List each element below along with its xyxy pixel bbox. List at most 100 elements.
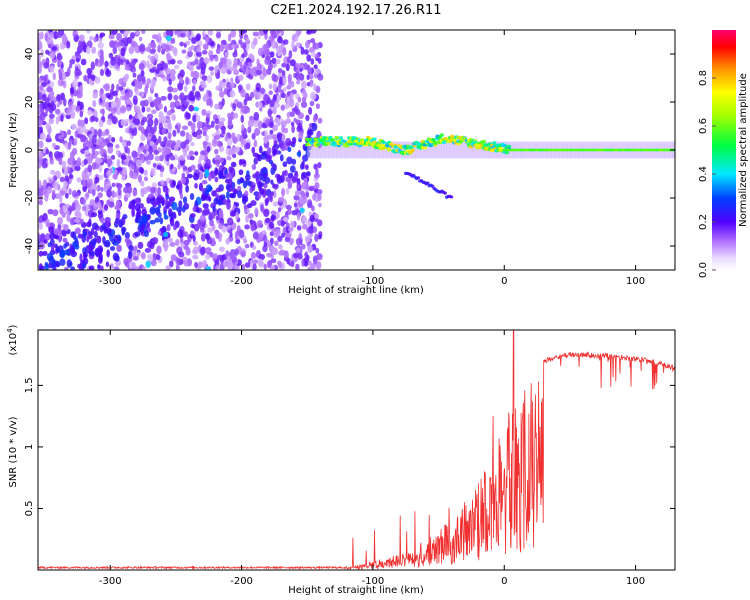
heatmap-cell: [167, 132, 172, 140]
heatmap-cell: [62, 237, 68, 243]
heatmap-cell: [130, 66, 137, 73]
heatmap-cell: [277, 36, 283, 44]
heatmap-cell: [271, 134, 278, 140]
heatmap-cell: [240, 105, 247, 114]
heatmap-cell: [190, 164, 196, 171]
heatmap-cell: [185, 247, 191, 256]
heatmap-cell: [68, 173, 74, 179]
heatmap-cell: [274, 183, 278, 190]
heatmap-cell: [83, 158, 88, 166]
heatmap-cell: [263, 241, 268, 247]
heatmap-cell: [210, 70, 215, 76]
heatmap-cell: [272, 106, 277, 115]
heatmap-cell: [285, 118, 292, 124]
snr-y-axis-label: SNR (10 * v/v): [8, 416, 19, 487]
heatmap-cell: [124, 231, 130, 239]
heatmap-cell: [156, 164, 162, 170]
heatmap-cell: [326, 141, 331, 146]
heatmap-cell: [315, 143, 320, 147]
heatmap-cell: [38, 67, 42, 74]
heatmap-cell: [204, 169, 210, 178]
heatmap-cell: [290, 81, 295, 88]
heatmap-cell: [296, 212, 301, 221]
heatmap-cell: [150, 126, 155, 135]
heatmap-cell: [76, 58, 80, 63]
heatmap-cell: [107, 170, 112, 176]
heatmap-cell: [115, 217, 119, 224]
heatmap-cell: [135, 159, 143, 168]
heatmap-cell: [39, 132, 46, 141]
heatmap-cell: [48, 43, 52, 49]
heatmap-cell: [124, 65, 131, 71]
heatmap-cell: [255, 69, 262, 76]
heatmap-cell: [205, 117, 210, 125]
heatmap-cell: [192, 115, 197, 123]
heatmap-cell: [302, 154, 309, 162]
svg-text:(x104): (x104): [6, 324, 19, 355]
heatmap-cell: [165, 35, 172, 42]
heatmap-cell: [163, 136, 168, 143]
heatmap-cell: [56, 54, 63, 61]
heatmap-cell: [201, 75, 208, 82]
heatmap-cell: [328, 141, 332, 159]
heatmap-cell: [42, 212, 48, 222]
heatmap-cell: [210, 41, 215, 47]
heatmap-cell: [274, 240, 279, 247]
heatmap-cell: [467, 141, 471, 159]
heatmap-cell: [282, 39, 289, 45]
heatmap-cell: [316, 188, 323, 195]
heatmap-cell: [349, 141, 353, 159]
heatmap-cell: [289, 59, 296, 67]
heatmap-cell: [182, 196, 188, 204]
heatmap-cell: [154, 155, 161, 161]
heatmap-cell: [193, 223, 200, 232]
heatmap-cell: [341, 141, 345, 159]
heatmap-cell: [154, 206, 161, 215]
heatmap-cell: [439, 133, 444, 137]
heatmap-marks: [38, 30, 675, 270]
heatmap-cell: [270, 258, 277, 264]
heatmap-cell: [124, 237, 131, 244]
heatmap-cell: [393, 145, 398, 149]
heatmap-cell: [313, 42, 320, 50]
heatmap-cell: [151, 134, 157, 143]
heatmap-cell: [184, 139, 190, 145]
heatmap-cell: [78, 39, 84, 48]
heatmap-cell: [470, 141, 474, 159]
heatmap-cell: [166, 30, 173, 36]
heatmap-cell: [289, 220, 295, 228]
heatmap-cell: [131, 261, 136, 269]
heatmap-cell: [264, 217, 271, 224]
heatmap-cell: [229, 192, 234, 199]
heatmap-cell: [472, 141, 476, 159]
heatmap-cell: [230, 39, 237, 46]
heatmap-cell: [143, 230, 150, 238]
heatmap-cell: [430, 141, 434, 159]
heatmap-cell: [317, 117, 323, 124]
heatmap-cell: [42, 147, 46, 154]
heatmap-cell: [179, 130, 186, 137]
heatmap-cell: [97, 128, 103, 138]
heatmap-cell: [435, 141, 439, 159]
heatmap-cell: [420, 141, 424, 159]
heatmap-cell: [177, 229, 184, 238]
heatmap-cell: [173, 94, 179, 101]
heatmap-cell: [183, 100, 190, 107]
heatmap-cell: [57, 60, 63, 66]
heatmap-cell: [239, 159, 247, 165]
heatmap-cell: [91, 222, 99, 230]
heatmap-cell: [193, 246, 200, 255]
heatmap-cell: [83, 74, 88, 82]
heatmap-cell: [317, 193, 322, 201]
heatmap-cell: [450, 134, 455, 139]
heatmap-cell: [298, 131, 304, 140]
chart-title: C2E1.2024.192.17.26.R11: [270, 3, 441, 18]
heatmap-cell: [56, 102, 61, 108]
heatmap-cell: [293, 252, 299, 259]
heatmap-cell: [68, 188, 72, 196]
heatmap-cell: [263, 182, 268, 189]
heatmap-cell: [73, 137, 78, 146]
heatmap-cell: [188, 150, 195, 156]
heatmap-cell: [179, 192, 184, 200]
heatmap-cell: [94, 247, 101, 257]
